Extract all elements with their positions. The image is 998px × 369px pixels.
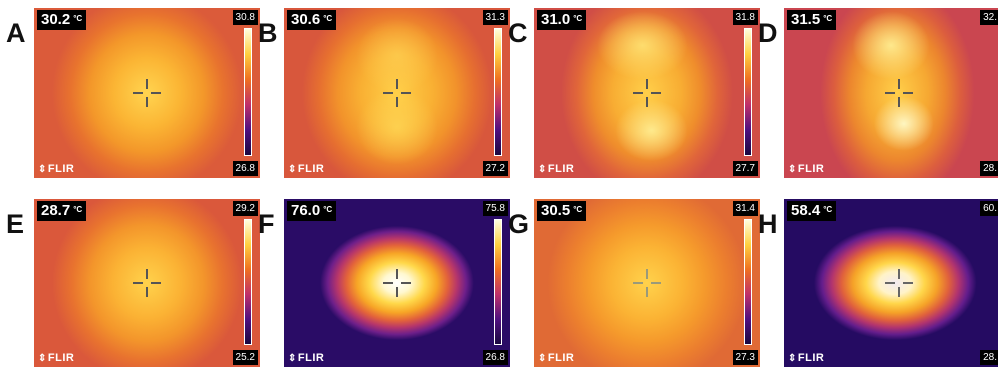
flir-logo-icon: ⇕ <box>38 353 47 364</box>
panel-label: F <box>258 209 275 239</box>
flir-logo: ⇕FLIR <box>288 352 325 364</box>
scale-max: 60. <box>980 201 998 216</box>
thermal-image: 58.4 °C 60. 28. ⇕FLIR <box>784 199 998 367</box>
color-scale-bar <box>744 219 752 345</box>
thermal-image: 30.2 °C 30.8 26.8 ⇕FLIR <box>34 8 260 178</box>
crosshair-icon <box>133 269 161 297</box>
color-scale-bar <box>494 28 502 156</box>
flir-logo-icon: ⇕ <box>788 353 797 364</box>
spot-temperature: 30.2 °C <box>37 10 87 30</box>
thermal-image: 28.7 °C 29.2 25.2 ⇕FLIR <box>34 199 260 367</box>
scale-max: 30.8 <box>232 10 258 25</box>
crosshair-icon <box>633 79 661 107</box>
scale-max: 31.3 <box>482 10 508 25</box>
flir-logo: ⇕FLIR <box>538 163 575 175</box>
spot-temperature: 30.5 °C <box>537 201 587 221</box>
crosshair-icon <box>383 269 411 297</box>
crosshair-icon <box>133 79 161 107</box>
scale-min: 26.8 <box>482 350 508 365</box>
crosshair-icon <box>885 269 913 297</box>
spot-temperature: 31.5 °C <box>787 10 837 30</box>
flir-logo-icon: ⇕ <box>288 164 297 175</box>
flir-logo: ⇕FLIR <box>538 352 575 364</box>
flir-logo-icon: ⇕ <box>538 353 547 364</box>
scale-min: 28. <box>980 350 998 365</box>
color-scale-bar <box>244 219 252 345</box>
scale-max: 32. <box>980 10 998 25</box>
panel-label: G <box>508 209 530 239</box>
thermal-image: 76.0 °C 75.8 26.8 ⇕FLIR <box>284 199 510 367</box>
thermal-image: 30.6 °C 31.3 27.2 ⇕FLIR <box>284 8 510 178</box>
thermal-image: 30.5 °C 31.4 27.3 ⇕FLIR <box>534 199 760 367</box>
panel-label: H <box>758 209 778 239</box>
panel-label: D <box>758 18 778 48</box>
scale-max: 31.4 <box>732 201 758 216</box>
scale-max: 31.8 <box>732 10 758 25</box>
spot-temperature: 58.4 °C <box>787 201 837 221</box>
flir-logo-icon: ⇕ <box>288 353 297 364</box>
scale-min: 27.7 <box>732 161 758 176</box>
spot-temperature: 30.6 °C <box>287 10 337 30</box>
flir-logo-icon: ⇕ <box>38 164 47 175</box>
panel-label: B <box>258 18 278 48</box>
spot-temperature: 76.0 °C <box>287 201 337 221</box>
thermal-image: 31.0 °C 31.8 27.7 ⇕FLIR <box>534 8 760 178</box>
scale-min: 28. <box>980 161 998 176</box>
crosshair-icon <box>383 79 411 107</box>
spot-temperature: 28.7 °C <box>37 201 87 221</box>
crosshair-icon <box>885 79 913 107</box>
flir-logo-icon: ⇕ <box>538 164 547 175</box>
spot-temperature: 31.0 °C <box>537 10 587 30</box>
color-scale-bar <box>244 28 252 156</box>
crosshair-icon <box>633 269 661 297</box>
scale-min: 27.3 <box>732 350 758 365</box>
scale-max: 75.8 <box>482 201 508 216</box>
flir-logo: ⇕FLIR <box>38 163 75 175</box>
scale-min: 26.8 <box>232 161 258 176</box>
flir-logo: ⇕FLIR <box>288 163 325 175</box>
scale-min: 27.2 <box>482 161 508 176</box>
flir-logo: ⇕FLIR <box>788 352 825 364</box>
scale-max: 29.2 <box>232 201 258 216</box>
scale-min: 25.2 <box>232 350 258 365</box>
flir-logo-icon: ⇕ <box>788 164 797 175</box>
panel-label: E <box>6 209 25 239</box>
thermal-image: 31.5 °C 32. 28. ⇕FLIR <box>784 8 998 178</box>
color-scale-bar <box>494 219 502 345</box>
panel-label: A <box>6 18 26 48</box>
color-scale-bar <box>744 28 752 156</box>
panel-label: C <box>508 18 528 48</box>
flir-logo: ⇕FLIR <box>38 352 75 364</box>
flir-logo: ⇕FLIR <box>788 163 825 175</box>
